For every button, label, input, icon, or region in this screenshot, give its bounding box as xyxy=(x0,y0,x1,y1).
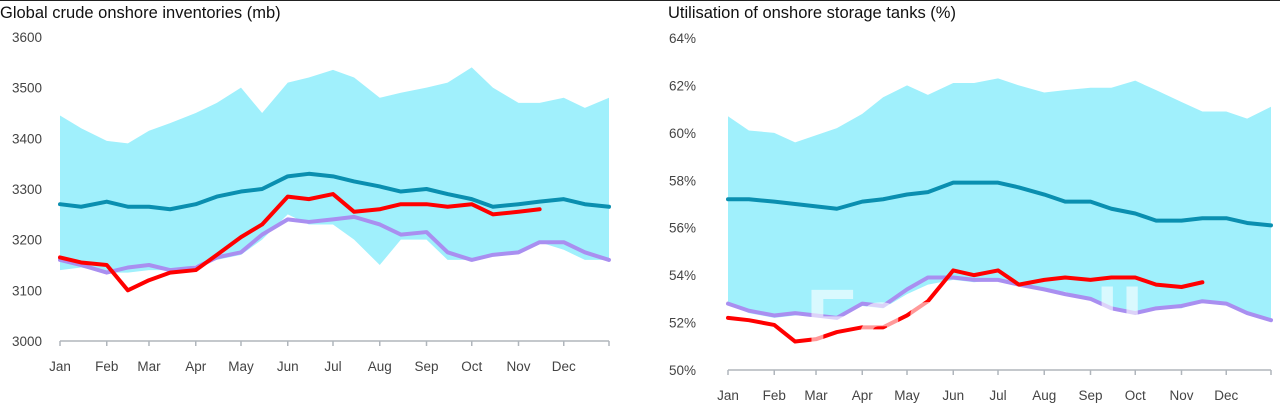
x-tick-label-jul: Jul xyxy=(324,359,341,374)
y-tick-label: 58% xyxy=(669,173,696,188)
y-tick-label: 54% xyxy=(669,268,696,283)
inventories-chart: 3000 3100 3200 3300 3400 3500 3600 Jan Feb Mar Apr… xyxy=(12,30,611,374)
series-line-last-year xyxy=(58,214,611,275)
y-tick-label: 3200 xyxy=(12,233,42,248)
y-tick-label: 50% xyxy=(669,363,696,378)
chart-title-utilisation: Utilisation of onshore storage tanks (%) xyxy=(668,4,956,22)
x-tick-label-jul: Jul xyxy=(989,388,1006,403)
x-tick-label-dec: Dec xyxy=(1214,388,1238,403)
y-tick-label: 3400 xyxy=(12,131,42,146)
x-tick-label-sep: Sep xyxy=(414,359,438,374)
x-tick-label-may: May xyxy=(228,359,254,374)
x-tick-label-apr: Apr xyxy=(185,359,207,374)
x-tick-label-may: May xyxy=(894,388,920,403)
x-tick-label-oct: Oct xyxy=(461,359,482,374)
series-line-current xyxy=(58,192,542,293)
series-line-average xyxy=(58,171,611,212)
y-tick-label: 60% xyxy=(669,126,696,141)
x-tick-label-jun: Jun xyxy=(942,388,964,403)
x-tick-label-mar: Mar xyxy=(137,359,161,374)
y-tick-label: 62% xyxy=(669,78,696,93)
y-tick-label: 3600 xyxy=(12,30,42,45)
x-tick-label-oct: Oct xyxy=(1125,388,1146,403)
range-band xyxy=(60,67,609,273)
x-tick-label-apr: Apr xyxy=(852,388,874,403)
series-line-last-year xyxy=(726,275,1273,323)
x-tick-label-feb: Feb xyxy=(763,388,786,403)
x-tick-label-jun: Jun xyxy=(277,359,299,374)
y-tick-label: 3000 xyxy=(12,334,42,349)
y-tick-label: 3500 xyxy=(12,81,42,96)
x-tick-label-dec: Dec xyxy=(552,359,576,374)
chart-title-inventories: Global crude onshore inventories (mb) xyxy=(0,4,281,22)
y-tick-label: 64% xyxy=(669,31,696,46)
x-tick-label-nov: Nov xyxy=(506,359,530,374)
x-tick-label-jan: Jan xyxy=(717,388,739,403)
x-tick-label-mar: Mar xyxy=(804,388,828,403)
y-tick-label: 52% xyxy=(669,316,696,331)
range-band xyxy=(728,78,1271,321)
series-line-current xyxy=(726,268,1205,344)
series-line-average xyxy=(726,180,1273,228)
y-tick-label: 56% xyxy=(669,221,696,236)
top-border xyxy=(0,0,1280,1)
x-tick-label-nov: Nov xyxy=(1169,388,1193,403)
y-tick-label: 3300 xyxy=(12,182,42,197)
x-tick-label-aug: Aug xyxy=(368,359,392,374)
x-tick-label-aug: Aug xyxy=(1032,388,1056,403)
x-tick-label-sep: Sep xyxy=(1078,388,1102,403)
x-tick-label-feb: Feb xyxy=(95,359,118,374)
x-tick-label-jan: Jan xyxy=(49,359,71,374)
utilisation-chart: 50% 52% 54% 56% 58% 60% 62% 64% Jan Feb Mar Apr May J… xyxy=(669,31,1273,403)
y-tick-label: 3100 xyxy=(12,283,42,298)
